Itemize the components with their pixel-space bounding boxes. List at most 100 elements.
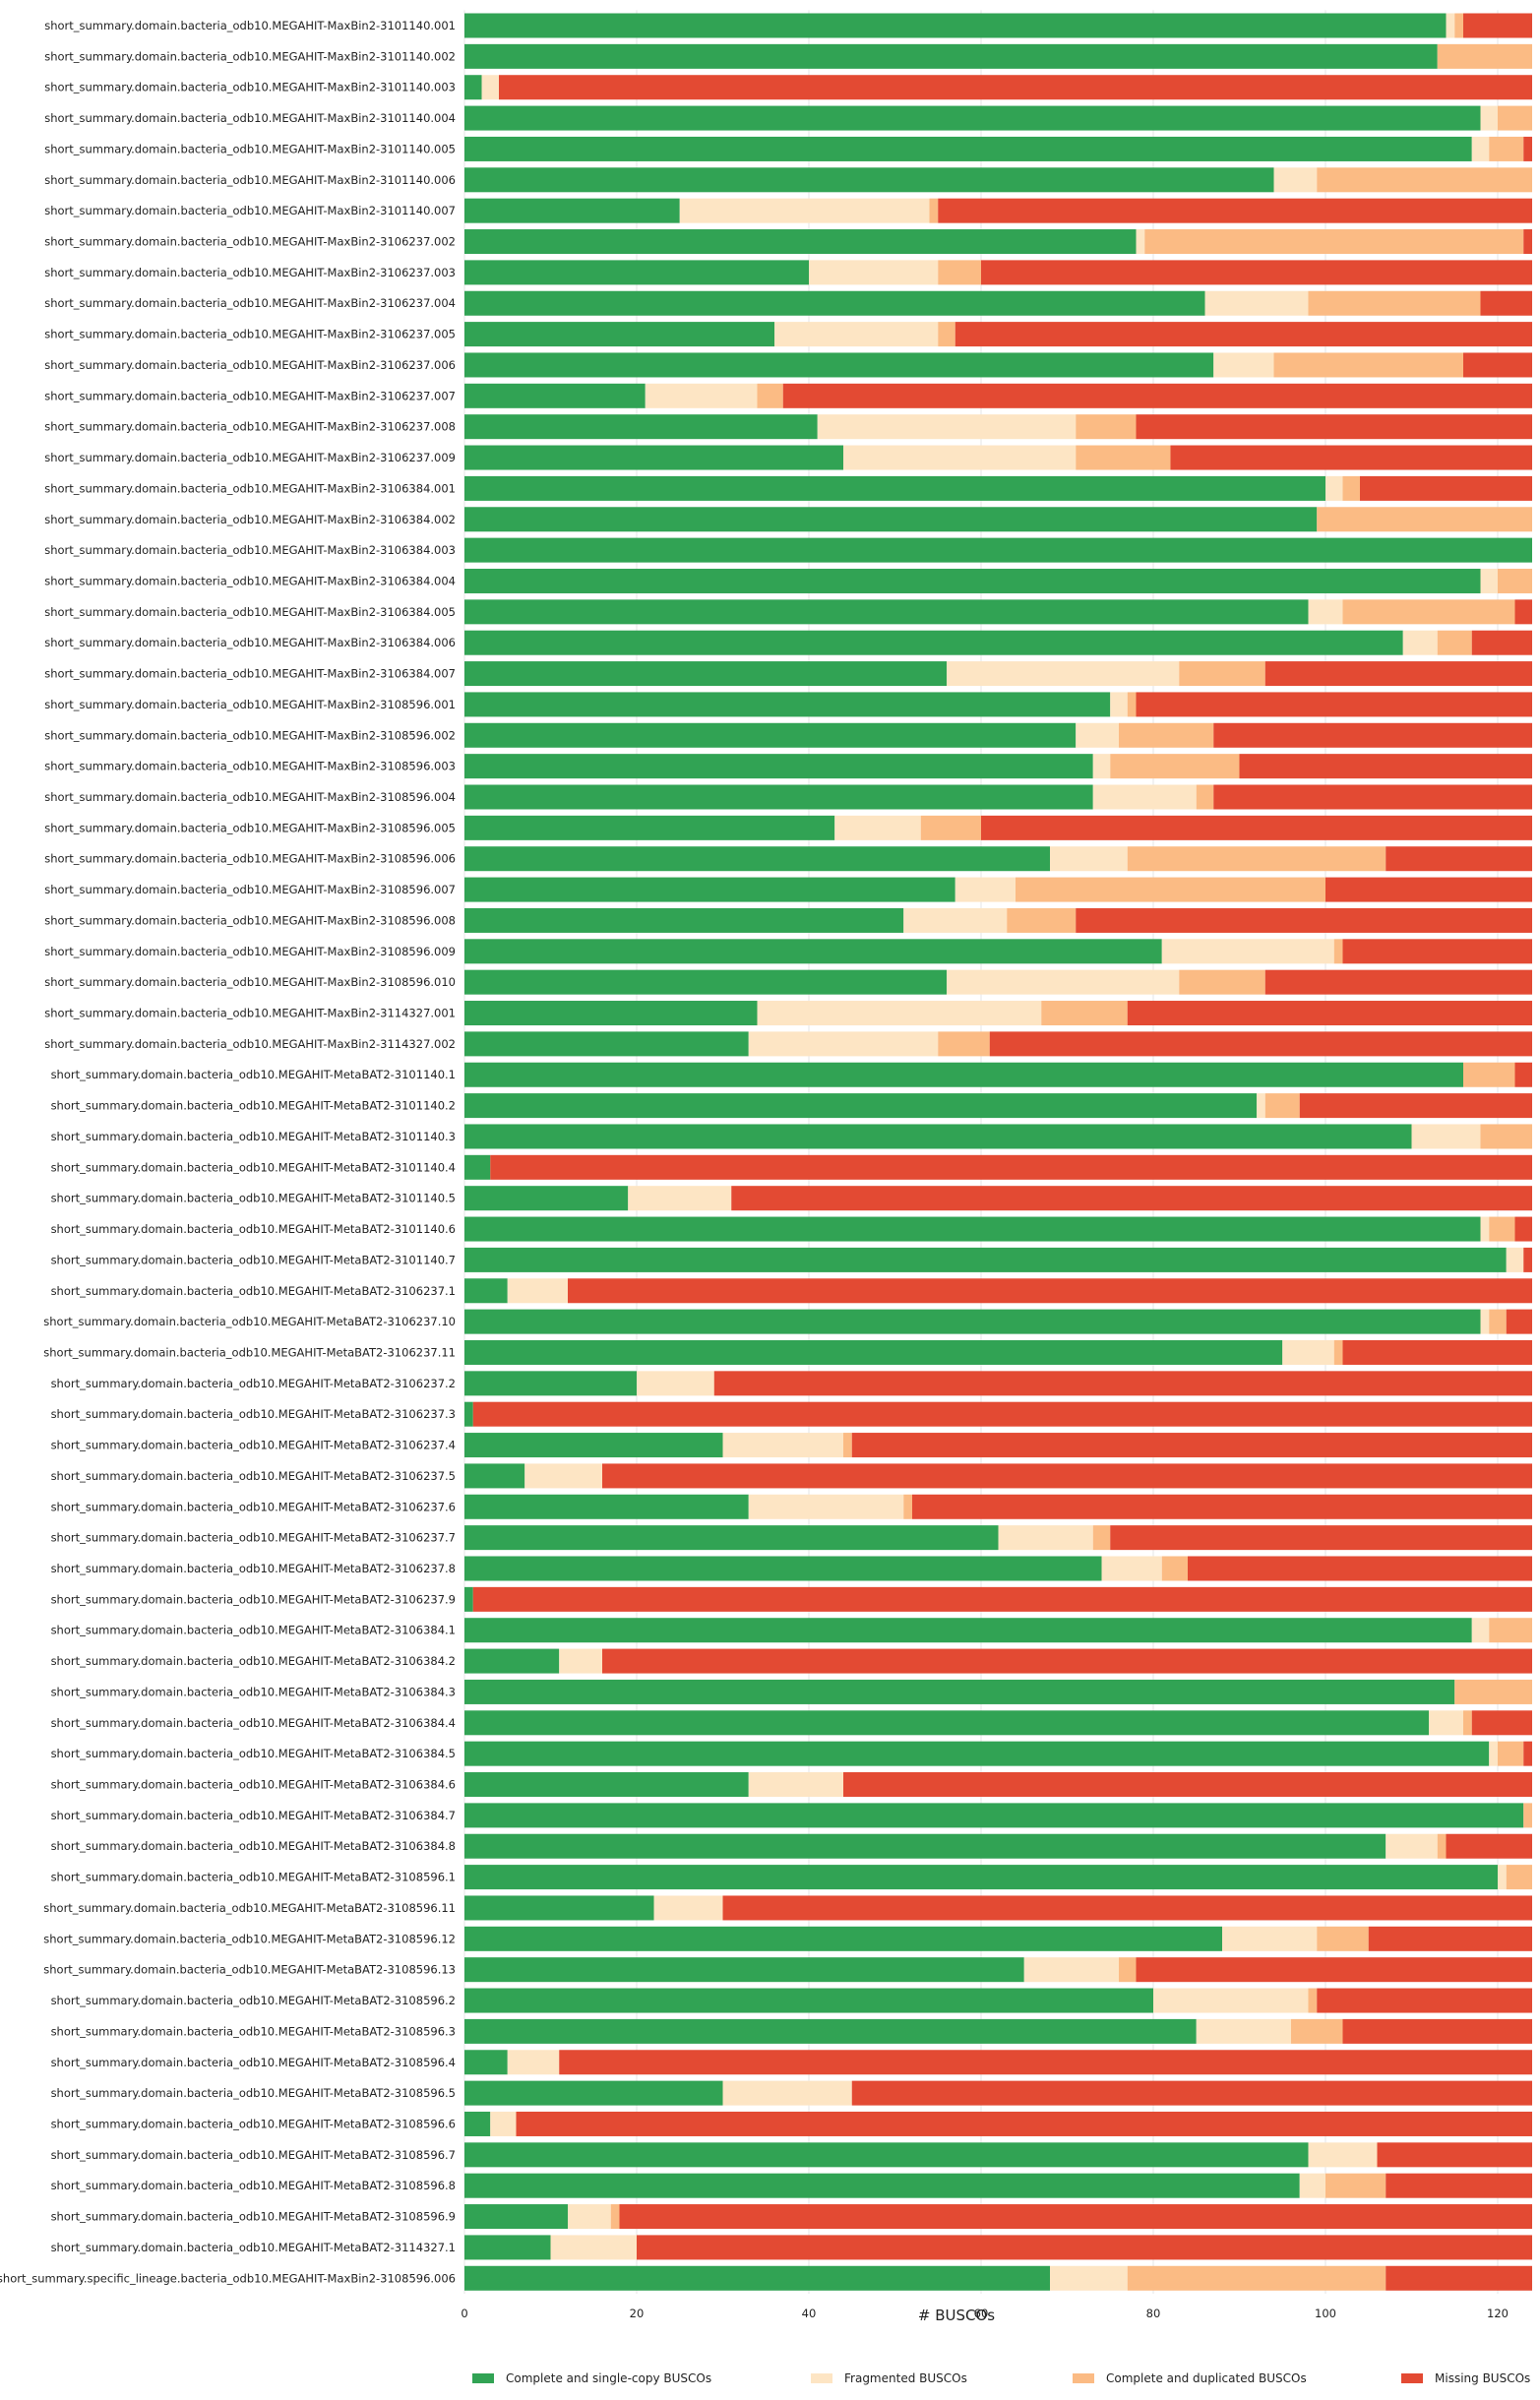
bar-segment-fragmented: [637, 1371, 714, 1396]
bar-segment-fragmented: [1480, 105, 1498, 131]
bar-segment-duplicated: [1325, 2173, 1386, 2198]
bar-segment-missing: [955, 322, 1532, 347]
bar-segment-fragmented: [1489, 1741, 1498, 1766]
bar-segment-single-copy: [464, 1186, 629, 1211]
bar-segment-single-copy: [464, 1710, 1429, 1736]
bar-segment-missing: [472, 1586, 1532, 1612]
bar-segment-single-copy: [464, 1216, 1481, 1242]
legend-item-duplicated: Complete and duplicated BUSCOs: [1073, 2371, 1307, 2385]
bar-segment-duplicated: [1127, 692, 1137, 717]
bar-segment-missing: [1127, 1001, 1532, 1026]
bar-segment-fragmented: [507, 2050, 560, 2075]
y-tick-label: short_summary.domain.bacteria_odb10.MEGA…: [51, 1222, 456, 1236]
bar-segment-single-copy: [464, 1278, 508, 1304]
bar-segment-missing: [516, 2111, 1532, 2136]
legend-swatch: [1401, 2373, 1423, 2383]
y-tick-label: short_summary.domain.bacteria_odb10.MEGA…: [51, 1624, 456, 1637]
y-tick-label: short_summary.domain.bacteria_odb10.MEGA…: [44, 481, 456, 495]
bar-segment-duplicated: [1179, 969, 1265, 995]
bar-segment-missing: [782, 383, 1532, 408]
bar-segment-missing: [1523, 136, 1532, 161]
bar-segment-fragmented: [679, 198, 930, 223]
bar-segment-fragmented: [1136, 229, 1145, 255]
bar-segment-missing: [1514, 1062, 1532, 1087]
bar-segment-missing: [1446, 1833, 1532, 1859]
bar-segment-missing: [989, 1031, 1532, 1057]
bar-segment-missing: [1506, 1309, 1532, 1334]
x-tick-label: 100: [1315, 2307, 1336, 2320]
y-tick-label: short_summary.domain.bacteria_odb10.MEGA…: [51, 1592, 456, 1606]
bar-segment-fragmented: [748, 1494, 904, 1519]
y-tick-label: short_summary.domain.bacteria_odb10.MEGA…: [44, 667, 456, 681]
y-tick-label: short_summary.domain.bacteria_odb10.MEGA…: [44, 975, 456, 989]
bar-segment-single-copy: [464, 1988, 1153, 2013]
y-tick-label: short_summary.domain.bacteria_odb10.MEGA…: [43, 1932, 456, 1945]
bar-segment-single-copy: [464, 1309, 1481, 1334]
y-tick-label: short_summary.domain.bacteria_odb10.MEGA…: [44, 173, 456, 187]
bar-segment-missing: [568, 1278, 1532, 1304]
bar-segment-missing: [1239, 754, 1532, 779]
bar-segment-fragmented: [1446, 13, 1455, 38]
bar-segment-missing: [1136, 414, 1532, 440]
y-tick-label: short_summary.domain.bacteria_odb10.MEGA…: [44, 111, 456, 125]
bar-segment-duplicated: [1119, 1957, 1137, 1983]
bar-segment-missing: [713, 1371, 1532, 1396]
bar-segment-single-copy: [464, 2173, 1300, 2198]
bar-segment-duplicated: [1333, 1339, 1343, 1365]
y-tick-label: short_summary.domain.bacteria_odb10.MEGA…: [51, 1469, 456, 1483]
bar-segment-fragmented: [1161, 939, 1334, 964]
bar-segment-missing: [1264, 661, 1532, 687]
bar-segment-duplicated: [1523, 1803, 1532, 1828]
y-tick-label: short_summary.domain.bacteria_odb10.MEGA…: [51, 1839, 456, 1853]
bar-segment-fragmented: [1429, 1710, 1463, 1736]
bar-segment-single-copy: [464, 1463, 525, 1489]
y-tick-label: short_summary.domain.bacteria_odb10.MEGA…: [44, 760, 456, 773]
y-tick-label: short_summary.domain.bacteria_odb10.MEGA…: [51, 1130, 456, 1143]
bar-segment-single-copy: [464, 1556, 1102, 1581]
bar-segment-single-copy: [464, 352, 1214, 378]
x-tick-label: 120: [1487, 2307, 1509, 2320]
bar-segment-duplicated: [938, 1031, 990, 1057]
bar-segment-missing: [1523, 229, 1532, 255]
bar-segment-fragmented: [568, 2204, 611, 2230]
bar-segment-missing: [1325, 877, 1532, 902]
y-tick-label: short_summary.domain.bacteria_odb10.MEGA…: [44, 358, 456, 372]
bar-segment-single-copy: [464, 1772, 749, 1798]
y-tick-label: short_summary.domain.bacteria_odb10.MEGA…: [44, 81, 456, 94]
bar-segment-single-copy: [464, 1957, 1024, 1983]
bar-segment-single-copy: [464, 105, 1481, 131]
bar-segment-fragmented: [757, 1001, 1042, 1026]
y-tick-label: short_summary.domain.bacteria_odb10.MEGA…: [44, 389, 456, 402]
bar-segment-single-copy: [464, 692, 1111, 717]
y-tick-label: short_summary.domain.bacteria_odb10.MEGA…: [44, 19, 456, 32]
bar-segment-duplicated: [1317, 167, 1532, 193]
bar-segment-duplicated: [1454, 13, 1463, 38]
bar-segment-missing: [1264, 969, 1532, 995]
bar-segment-single-copy: [464, 2235, 551, 2260]
bar-segment-single-copy: [464, 229, 1137, 255]
y-tick-label: short_summary.domain.bacteria_odb10.MEGA…: [44, 790, 456, 804]
bar-segment-fragmented: [817, 414, 1077, 440]
x-axis-label: # BUSCOs: [918, 2307, 995, 2324]
bar-segment-missing: [1136, 1957, 1532, 1983]
bar-segment-single-copy: [464, 2142, 1309, 2168]
bar-segment-single-copy: [464, 1062, 1463, 1087]
y-tick-label: short_summary.domain.bacteria_odb10.MEGA…: [51, 1994, 456, 2007]
bar-segment-duplicated: [1127, 846, 1386, 872]
legend-label: Complete and duplicated BUSCOs: [1106, 2371, 1307, 2385]
bar-segment-single-copy: [464, 2204, 568, 2230]
bar-segment-fragmented: [1506, 1247, 1524, 1272]
bar-segment-fragmented: [1273, 167, 1318, 193]
y-tick-label: short_summary.domain.bacteria_odb10.MEGA…: [44, 728, 456, 742]
bar-segment-fragmented: [722, 1433, 843, 1458]
bar-segment-duplicated: [1342, 475, 1360, 501]
bar-segment-missing: [499, 75, 1532, 100]
x-tick-label: 60: [974, 2307, 989, 2320]
bar-segment-single-copy: [464, 568, 1481, 593]
bar-segment-fragmented: [955, 877, 1016, 902]
y-tick-label: short_summary.domain.bacteria_odb10.MEGA…: [51, 1562, 456, 1575]
y-tick-label: short_summary.domain.bacteria_odb10.MEGA…: [51, 1747, 456, 1760]
bar-segment-duplicated: [1291, 2018, 1343, 2044]
bar-segment-single-copy: [464, 1247, 1507, 1272]
bar-segment-missing: [1514, 1216, 1532, 1242]
